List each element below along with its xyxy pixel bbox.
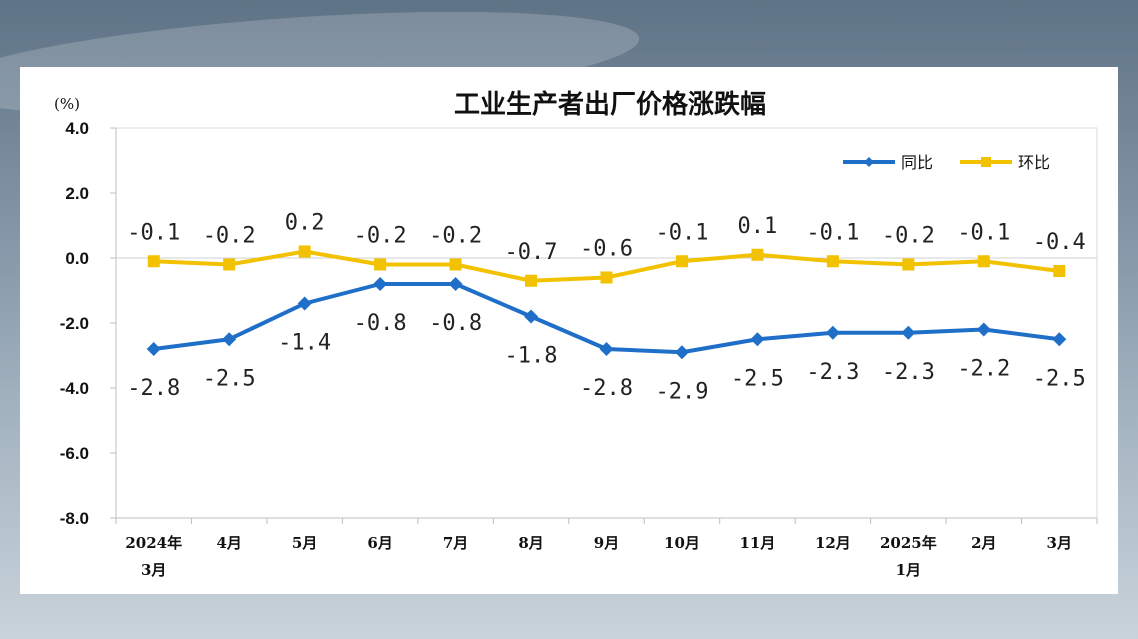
data-point-同比 <box>674 345 689 360</box>
data-point-环比 <box>298 245 311 258</box>
data-point-环比 <box>1053 265 1066 277</box>
data-point-同比 <box>524 309 539 324</box>
data-label-环比: -0.1 <box>806 220 859 245</box>
y-tick-label: -8.0 <box>60 509 89 528</box>
data-point-环比 <box>147 255 160 268</box>
data-label-同比: -1.4 <box>278 331 331 356</box>
legend-label-同比: 同比 <box>901 153 933 172</box>
data-label-同比: -2.8 <box>580 376 633 401</box>
x-tick-label: 9月 <box>594 534 619 552</box>
series-lines <box>146 245 1067 360</box>
data-point-环比 <box>977 255 990 268</box>
x-tick-label: 2025年 <box>880 534 937 552</box>
data-point-同比 <box>373 277 388 291</box>
data-label-环比: -0.2 <box>429 224 482 249</box>
data-point-同比 <box>1052 332 1067 347</box>
data-point-环比 <box>675 255 688 268</box>
x-tick-label: 3月 <box>1047 534 1072 552</box>
data-label-环比: -0.1 <box>655 220 708 245</box>
legend-marker-同比 <box>864 157 874 167</box>
data-point-环比 <box>223 258 236 271</box>
chart-title: 工业生产者出厂价格涨跌幅 <box>454 89 766 120</box>
x-tick-label: 7月 <box>443 534 468 552</box>
data-label-同比: -2.9 <box>655 379 708 404</box>
data-label-同比: -2.5 <box>731 366 784 391</box>
data-point-环比 <box>751 248 764 261</box>
x-tick-label: 3月 <box>141 561 166 579</box>
data-label-环比: -0.2 <box>354 224 407 249</box>
y-tick-label: 2.0 <box>65 184 89 203</box>
x-tick-label: 10月 <box>664 534 700 552</box>
data-label-环比: -0.6 <box>580 237 633 262</box>
data-label-同比: -2.3 <box>806 360 859 385</box>
x-tick-label: 8月 <box>518 534 543 552</box>
data-label-同比: -2.5 <box>203 366 256 391</box>
data-label-同比: -1.8 <box>505 344 558 369</box>
data-label-环比: 0.1 <box>738 214 778 239</box>
data-point-环比 <box>449 258 462 271</box>
legend-marker-环比 <box>981 157 991 167</box>
data-label-环比: -0.4 <box>1033 230 1086 255</box>
data-point-环比 <box>374 258 387 271</box>
data-point-同比 <box>825 325 840 340</box>
data-point-同比 <box>146 342 161 356</box>
y-tick-label: -2.0 <box>60 314 89 333</box>
y-tick-label: 4.0 <box>65 119 89 138</box>
data-label-环比: -0.1 <box>957 220 1010 245</box>
data-label-同比: -0.8 <box>354 311 407 336</box>
data-point-同比 <box>222 332 237 347</box>
data-point-同比 <box>297 296 312 311</box>
data-label-同比: -0.8 <box>429 311 482 336</box>
y-axis: 4.0 2.0 0.0 -2.0 -4.0 -6.0 -8.0 <box>60 119 1097 528</box>
x-tick-label: 11月 <box>739 534 775 552</box>
data-point-同比 <box>599 342 614 356</box>
y-tick-label: -6.0 <box>60 444 89 463</box>
data-point-环比 <box>525 274 538 287</box>
data-point-同比 <box>448 277 463 291</box>
y-axis-unit: (%) <box>54 95 80 113</box>
data-point-环比 <box>902 258 915 271</box>
x-tick-label: 12月 <box>815 534 851 552</box>
data-label-环比: -0.2 <box>203 224 256 249</box>
x-tick-label: 6月 <box>367 534 392 552</box>
x-tick-label: 1月 <box>896 561 921 579</box>
data-label-同比: -2.2 <box>957 357 1010 382</box>
x-tick-label: 4月 <box>216 534 241 552</box>
data-label-同比: -2.5 <box>1033 366 1086 391</box>
data-point-同比 <box>976 322 991 337</box>
data-labels: -0.1 -0.2 0.2 -0.2 -0.2 -0.7 -0.6 -0.1 0.1 -0.1 -0… <box>127 211 1086 405</box>
data-label-同比: -2.3 <box>882 360 935 385</box>
legend: 同比 环比 <box>843 153 1050 172</box>
data-label-同比: -2.8 <box>127 376 180 401</box>
data-label-环比: -0.1 <box>127 220 180 245</box>
data-point-环比 <box>826 255 839 268</box>
legend-label-环比: 环比 <box>1018 153 1050 172</box>
y-tick-label: -4.0 <box>60 379 89 398</box>
data-point-环比 <box>600 271 613 284</box>
data-label-环比: 0.2 <box>285 211 325 236</box>
data-point-同比 <box>901 325 916 340</box>
x-axis: 2024年 3月 4月 5月 6月 7月 8月 9月 10月 11月 12月 2025年 1月 2月 3月 <box>115 517 1098 579</box>
data-label-环比: -0.2 <box>882 224 935 249</box>
data-label-环比: -0.7 <box>505 240 558 265</box>
x-tick-label: 2月 <box>971 534 996 552</box>
x-tick-label: 2024年 <box>125 534 182 552</box>
y-tick-label: 0.0 <box>65 249 89 268</box>
data-point-同比 <box>750 332 765 347</box>
x-tick-label: 5月 <box>292 534 317 552</box>
